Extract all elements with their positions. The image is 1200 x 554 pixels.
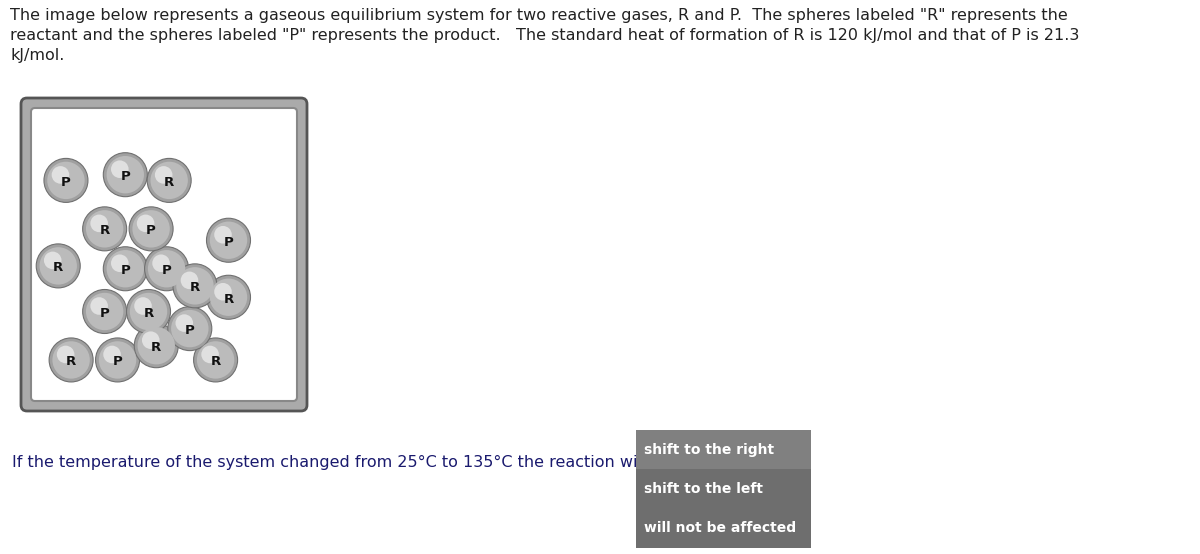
Text: R: R xyxy=(190,281,200,294)
Circle shape xyxy=(175,314,193,332)
Circle shape xyxy=(181,271,198,289)
Circle shape xyxy=(86,293,124,330)
Circle shape xyxy=(83,207,127,251)
Circle shape xyxy=(103,247,148,291)
Circle shape xyxy=(96,338,139,382)
FancyBboxPatch shape xyxy=(31,108,298,401)
Text: P: P xyxy=(146,224,156,237)
Text: shift to the left: shift to the left xyxy=(644,482,763,496)
Circle shape xyxy=(134,297,152,315)
Text: P: P xyxy=(120,264,130,277)
Text: If the temperature of the system changed from 25°C to 135°C the reaction will: If the temperature of the system changed… xyxy=(12,454,647,469)
Circle shape xyxy=(134,324,179,368)
Circle shape xyxy=(193,338,238,382)
Circle shape xyxy=(86,210,124,248)
Text: will not be affected: will not be affected xyxy=(644,521,796,535)
Circle shape xyxy=(148,250,185,288)
Circle shape xyxy=(214,226,232,244)
Circle shape xyxy=(206,275,251,319)
Circle shape xyxy=(52,166,70,184)
Circle shape xyxy=(150,162,188,199)
Circle shape xyxy=(132,210,170,248)
Circle shape xyxy=(173,264,217,308)
Text: R: R xyxy=(100,224,109,237)
Circle shape xyxy=(142,331,160,349)
Text: shift to the right: shift to the right xyxy=(644,443,774,456)
Text: R: R xyxy=(164,176,174,189)
Text: R: R xyxy=(143,307,154,320)
Circle shape xyxy=(202,346,218,363)
Circle shape xyxy=(148,158,191,202)
Circle shape xyxy=(40,247,77,285)
Circle shape xyxy=(138,327,175,365)
Circle shape xyxy=(176,267,214,305)
Text: R: R xyxy=(53,261,64,274)
Circle shape xyxy=(155,166,173,184)
Text: The image below represents a gaseous equilibrium system for two reactive gases, : The image below represents a gaseous equ… xyxy=(10,8,1079,63)
Circle shape xyxy=(103,153,148,197)
Text: R: R xyxy=(151,341,161,354)
Circle shape xyxy=(90,297,108,315)
Circle shape xyxy=(214,283,232,301)
Text: P: P xyxy=(120,170,130,183)
Circle shape xyxy=(83,290,127,334)
Circle shape xyxy=(49,338,94,382)
FancyBboxPatch shape xyxy=(636,430,811,469)
Text: R: R xyxy=(223,293,234,306)
Text: P: P xyxy=(100,307,109,320)
Circle shape xyxy=(152,254,170,272)
Circle shape xyxy=(112,161,128,178)
Circle shape xyxy=(137,214,155,232)
Circle shape xyxy=(56,346,74,363)
Circle shape xyxy=(197,341,234,378)
Text: R: R xyxy=(66,356,77,368)
Circle shape xyxy=(107,156,144,193)
FancyBboxPatch shape xyxy=(22,98,307,411)
Circle shape xyxy=(103,346,121,363)
Circle shape xyxy=(44,158,88,202)
Circle shape xyxy=(126,290,170,334)
Circle shape xyxy=(206,218,251,262)
Circle shape xyxy=(168,306,211,351)
Circle shape xyxy=(112,254,128,272)
Circle shape xyxy=(98,341,137,378)
Circle shape xyxy=(130,293,167,330)
Text: P: P xyxy=(113,356,122,368)
Circle shape xyxy=(90,214,108,232)
Circle shape xyxy=(130,207,173,251)
Circle shape xyxy=(36,244,80,288)
Circle shape xyxy=(107,250,144,288)
Text: P: P xyxy=(61,176,71,189)
Text: P: P xyxy=(185,324,194,337)
Circle shape xyxy=(44,252,61,269)
Circle shape xyxy=(53,341,90,378)
Text: P: P xyxy=(223,236,233,249)
Circle shape xyxy=(210,222,247,259)
Circle shape xyxy=(144,247,188,291)
Circle shape xyxy=(210,279,247,316)
Text: P: P xyxy=(162,264,172,277)
Circle shape xyxy=(47,162,85,199)
FancyBboxPatch shape xyxy=(636,430,811,548)
Text: R: R xyxy=(210,356,221,368)
Circle shape xyxy=(172,310,209,347)
